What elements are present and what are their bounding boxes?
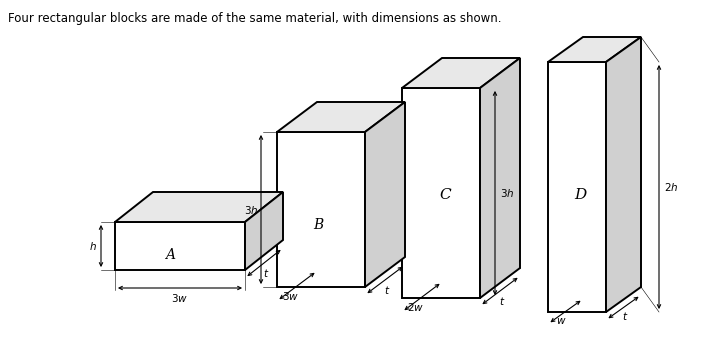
Text: $t$: $t$ [499,295,506,307]
Polygon shape [115,222,245,270]
Text: $3h$: $3h$ [244,203,258,216]
Text: $t$: $t$ [263,267,269,279]
Polygon shape [548,37,641,62]
Text: $3w$: $3w$ [282,290,299,302]
Text: A: A [165,248,175,262]
Polygon shape [548,62,606,312]
Polygon shape [245,192,283,270]
Polygon shape [365,102,405,287]
Polygon shape [277,102,405,132]
Polygon shape [277,132,365,287]
Text: $t$: $t$ [622,310,629,322]
Polygon shape [402,88,480,298]
Polygon shape [115,192,283,222]
Polygon shape [606,37,641,312]
Text: B: B [313,218,323,232]
Text: $t$: $t$ [384,284,390,296]
Polygon shape [402,58,520,88]
Text: $h$: $h$ [89,240,97,252]
Text: Four rectangular blocks are made of the same material, with dimensions as shown.: Four rectangular blocks are made of the … [8,12,501,25]
Text: D: D [574,188,586,202]
Text: $3h$: $3h$ [500,187,514,199]
Text: C: C [439,188,451,202]
Text: $3w$: $3w$ [171,292,188,304]
Text: $2w$: $2w$ [407,301,425,313]
Text: $2h$: $2h$ [664,181,678,193]
Text: $w$: $w$ [556,315,566,326]
Polygon shape [480,58,520,298]
